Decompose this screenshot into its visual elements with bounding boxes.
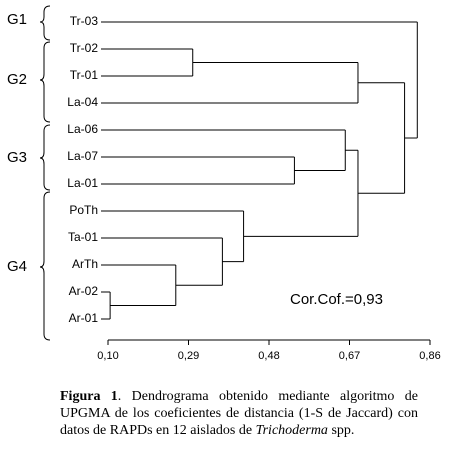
x-tick-label: 0,29 — [178, 350, 199, 362]
group-braces — [39, 5, 51, 341]
caption-italic: Trichoderma — [255, 423, 328, 438]
x-tick-label: 0,86 — [419, 350, 440, 362]
leaf-label: Ar-02 — [69, 284, 99, 298]
group-label: G2 — [7, 71, 27, 88]
brace — [39, 124, 51, 191]
caption: Figura 1. Dendrograma obtenido mediante … — [60, 388, 418, 439]
group-label: G4 — [7, 258, 27, 275]
leaf-label: La-07 — [67, 149, 98, 163]
chart: G1 G2 G3 G4 Cor.Cof.=0,93 0,10 0,29 0,48 0,… — [7, 5, 441, 362]
leaf-label: La-04 — [67, 95, 98, 109]
annotation: Cor.Cof.=0,93 — [290, 291, 383, 308]
brace — [39, 191, 51, 341]
group-label: G1 — [7, 11, 27, 28]
leaf-label: PoTh — [69, 203, 98, 217]
leaf-label: Tr-01 — [70, 68, 99, 82]
leaf-label: Ar-01 — [69, 311, 99, 325]
brace — [39, 41, 51, 123]
brace — [39, 5, 51, 41]
x-tick-label: 0,67 — [339, 350, 360, 362]
leaf-label: Ta-01 — [68, 230, 98, 244]
group-label: G3 — [7, 149, 27, 166]
leaf-label: Tr-02 — [70, 41, 99, 55]
leaf-label: ArTh — [72, 257, 98, 271]
x-tick-label: 0,10 — [97, 350, 118, 362]
caption-label: Figura 1 — [60, 389, 118, 404]
leaf-label: La-06 — [67, 122, 98, 136]
leaf-label: Tr-03 — [70, 14, 99, 28]
caption-end: spp. — [327, 423, 355, 438]
caption-text: . Dendrograma obtenido mediante algoritm… — [60, 389, 418, 438]
leaf-label: La-01 — [67, 176, 98, 190]
x-tick-label: 0,48 — [258, 350, 279, 362]
